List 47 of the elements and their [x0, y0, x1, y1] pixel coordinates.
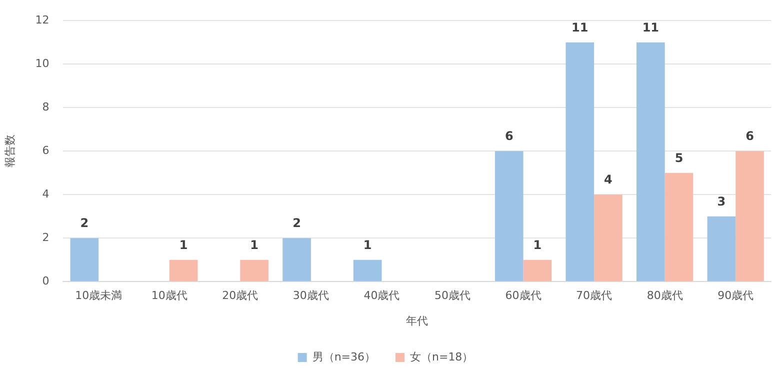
data-label: 1 [250, 238, 258, 252]
data-label: 1 [533, 238, 542, 252]
bar [594, 194, 622, 282]
data-label: 1 [363, 238, 372, 252]
x-tick-label: 50歳代 [434, 289, 470, 302]
data-label: 5 [674, 150, 684, 165]
bar [353, 260, 382, 282]
y-tick-label: 6 [42, 144, 50, 157]
y-tick-label: 4 [42, 187, 50, 200]
x-tick-label: 90歳代 [718, 289, 754, 302]
legend-label: 男（n=36） [312, 350, 376, 364]
x-tick-label: 80歳代 [646, 289, 683, 302]
legend-label: 女（n=18） [410, 350, 474, 364]
data-label: 3 [717, 194, 726, 208]
bar [636, 42, 665, 282]
data-label: 1 [179, 238, 188, 252]
y-tick-label: 8 [42, 100, 50, 114]
bar [70, 238, 99, 282]
data-label: 11 [642, 20, 660, 34]
y-tick-label: 12 [35, 13, 50, 26]
data-label: 4 [604, 172, 612, 187]
y-axis-title: 報告数 [3, 134, 16, 168]
bar [494, 151, 524, 282]
x-tick-label: 20歳代 [222, 289, 258, 302]
bar [664, 172, 694, 282]
data-label: 6 [504, 129, 514, 144]
bar [240, 260, 268, 282]
bar [282, 238, 311, 282]
y-tick-label: 0 [42, 274, 50, 288]
data-label: 2 [292, 216, 301, 230]
x-tick-label: 10歳代 [151, 289, 188, 302]
x-tick-label: 10歳未満 [75, 289, 122, 302]
x-tick-label: 70歳代 [576, 289, 612, 302]
bar [566, 42, 594, 282]
bar [523, 260, 552, 282]
bar [707, 216, 736, 282]
data-label: 2 [80, 216, 89, 230]
bar [736, 151, 764, 282]
x-tick-label: 30歳代 [292, 289, 329, 302]
x-tick-label: 60歳代 [505, 289, 542, 302]
y-tick-label: 10 [35, 56, 50, 70]
x-tick-label: 40歳代 [364, 289, 400, 302]
data-label: 6 [746, 129, 754, 144]
y-tick-label: 2 [42, 230, 50, 244]
data-label: 11 [572, 20, 588, 34]
x-axis-title: 年代 [406, 314, 428, 328]
bar [169, 260, 198, 282]
